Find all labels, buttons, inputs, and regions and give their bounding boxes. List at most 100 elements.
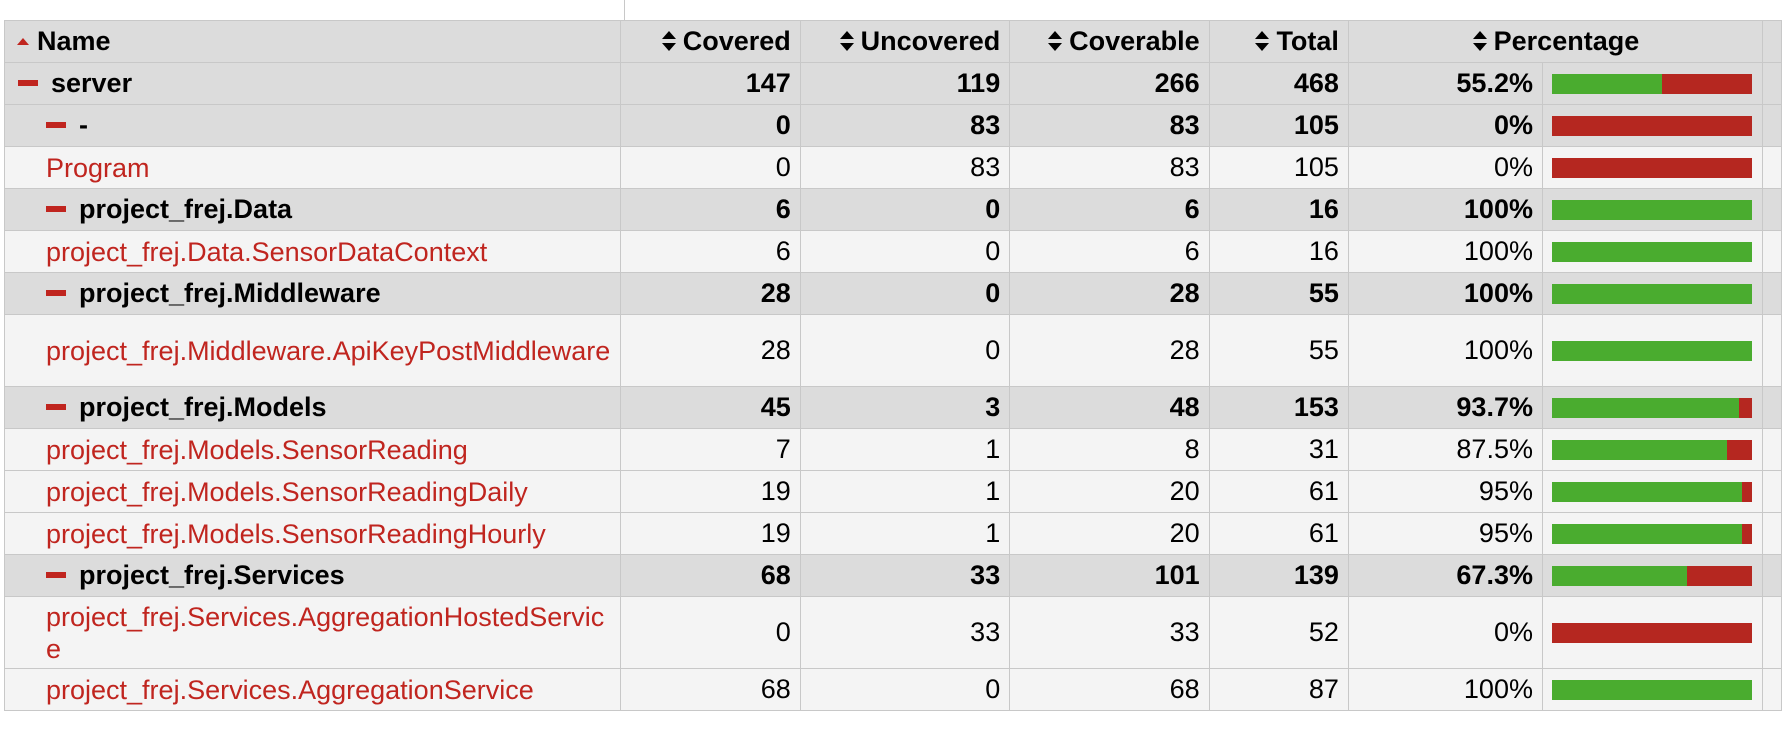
coverage-bar-cell (1541, 104, 1763, 147)
assembly-group-row: server 147 119 266 468 55.2% (3, 62, 1782, 105)
collapse-icon[interactable] (46, 205, 66, 212)
total-cell: 105 (1208, 104, 1349, 147)
coverage-bar-cell (1541, 62, 1763, 105)
class-link[interactable]: project_frej.Models.SensorReading (46, 434, 468, 465)
column-header-name[interactable]: Name (3, 20, 622, 63)
column-header-covered-label: Covered (682, 26, 791, 56)
class-name-cell: project_frej.Models.SensorReadingHourly (3, 512, 622, 555)
coverable-cell: 266 (1009, 62, 1210, 105)
class-link[interactable]: project_frej.Data.SensorDataContext (46, 236, 488, 267)
percentage-cell: 0% (1347, 146, 1543, 189)
coverage-bar-fill (1551, 199, 1752, 220)
uncovered-cell: 0 (799, 230, 1011, 273)
uncovered-cell: 3 (799, 386, 1011, 429)
covered-cell: 7 (620, 428, 801, 471)
uncovered-cell: 119 (799, 62, 1011, 105)
covered-cell: 6 (620, 230, 801, 273)
class-link[interactable]: project_frej.Services.AggregationHostedS… (46, 601, 605, 664)
coverage-bar-cell (1541, 146, 1763, 189)
collapse-icon[interactable] (46, 289, 66, 296)
row-spacer-cell (1761, 62, 1782, 105)
coverage-bar (1551, 565, 1752, 586)
covered-cell: 0 (620, 146, 801, 189)
coverable-cell: 101 (1009, 554, 1210, 597)
class-name-cell: project_frej.Middleware.ApiKeyPostMiddle… (3, 314, 622, 387)
covered-cell: 0 (620, 596, 801, 669)
covered-cell: 28 (620, 314, 801, 387)
sort-ascending-icon (15, 35, 31, 47)
covered-cell: 147 (620, 62, 801, 105)
coverable-cell: 48 (1009, 386, 1210, 429)
coverable-cell: 68 (1009, 668, 1210, 711)
column-header-total-label: Total (1276, 26, 1339, 56)
covered-cell: 68 (620, 668, 801, 711)
total-cell: 468 (1208, 62, 1349, 105)
collapse-icon[interactable] (46, 121, 66, 128)
coverage-bar (1551, 283, 1752, 304)
class-name-cell: project_frej.Services.AggregationService (3, 668, 622, 711)
uncovered-cell: 83 (799, 146, 1011, 189)
row-spacer-cell (1761, 230, 1782, 273)
class-name-cell: project_frej.Services.AggregationHostedS… (3, 596, 622, 669)
row-spacer-cell (1761, 668, 1782, 711)
assembly-group-row: project_frej.Data 6 0 6 16 100% (3, 188, 1782, 231)
collapse-icon[interactable] (46, 403, 66, 410)
coverage-bar (1551, 157, 1752, 178)
coverable-cell: 6 (1009, 230, 1210, 273)
group-name-cell: project_frej.Models (3, 386, 622, 429)
coverage-bar-fill (1551, 523, 1742, 544)
coverage-bar-fill (1551, 481, 1742, 502)
coverage-bar (1551, 241, 1752, 262)
coverage-bar-cell (1541, 188, 1763, 231)
column-header-coverable[interactable]: Coverable (1009, 20, 1210, 63)
class-link[interactable]: Program (46, 152, 150, 183)
coverage-bar (1551, 622, 1752, 643)
column-header-coverable-label: Coverable (1069, 26, 1200, 56)
coverage-bar (1551, 679, 1752, 700)
coverage-bar-fill (1551, 73, 1663, 94)
class-row: project_frej.Middleware.ApiKeyPostMiddle… (3, 314, 1782, 387)
group-name: project_frej.Data (79, 194, 293, 224)
column-header-percentage[interactable]: Percentage (1347, 20, 1763, 63)
class-name-cell: project_frej.Models.SensorReading (3, 428, 622, 471)
column-header-uncovered-label: Uncovered (860, 26, 1001, 56)
row-spacer-cell (1761, 146, 1782, 189)
class-link[interactable]: project_frej.Services.AggregationService (46, 674, 534, 705)
total-cell: 55 (1208, 314, 1349, 387)
coverage-bar (1551, 481, 1752, 502)
group-name-cell: - (3, 104, 622, 147)
group-name-cell: server (3, 62, 622, 105)
row-spacer-cell (1761, 512, 1782, 555)
coverage-bar-cell (1541, 428, 1763, 471)
total-cell: 16 (1208, 188, 1349, 231)
header-row: Name Covered Uncovered Coverable (3, 20, 1782, 63)
coverage-bar (1551, 523, 1752, 544)
coverage-table: Name Covered Uncovered Coverable (3, 20, 1782, 711)
column-header-uncovered[interactable]: Uncovered (799, 20, 1011, 63)
uncovered-cell: 83 (799, 104, 1011, 147)
sort-icon (1047, 30, 1063, 52)
sort-icon (1472, 30, 1488, 52)
covered-cell: 0 (620, 104, 801, 147)
coverage-bar-cell (1541, 668, 1763, 711)
percentage-cell: 100% (1347, 668, 1543, 711)
group-name: project_frej.Middleware (79, 278, 381, 308)
uncovered-cell: 0 (799, 314, 1011, 387)
percentage-cell: 95% (1347, 512, 1543, 555)
column-header-covered[interactable]: Covered (620, 20, 801, 63)
collapse-icon[interactable] (18, 79, 38, 86)
coverage-bar-cell (1541, 512, 1763, 555)
percentage-cell: 67.3% (1347, 554, 1543, 597)
collapse-icon[interactable] (46, 571, 66, 578)
column-header-spacer (1761, 20, 1782, 63)
assembly-group-row: project_frej.Middleware 28 0 28 55 100% (3, 272, 1782, 315)
class-link[interactable]: project_frej.Models.SensorReadingHourly (46, 518, 546, 549)
coverage-bar-fill (1551, 565, 1687, 586)
covered-cell: 6 (620, 188, 801, 231)
class-link[interactable]: project_frej.Middleware.ApiKeyPostMiddle… (46, 335, 611, 366)
coverage-bar-cell (1541, 230, 1763, 273)
class-link[interactable]: project_frej.Models.SensorReadingDaily (46, 476, 528, 507)
coverage-bar-fill (1551, 283, 1752, 304)
column-header-total[interactable]: Total (1208, 20, 1349, 63)
column-header-percentage-label: Percentage (1493, 26, 1640, 56)
